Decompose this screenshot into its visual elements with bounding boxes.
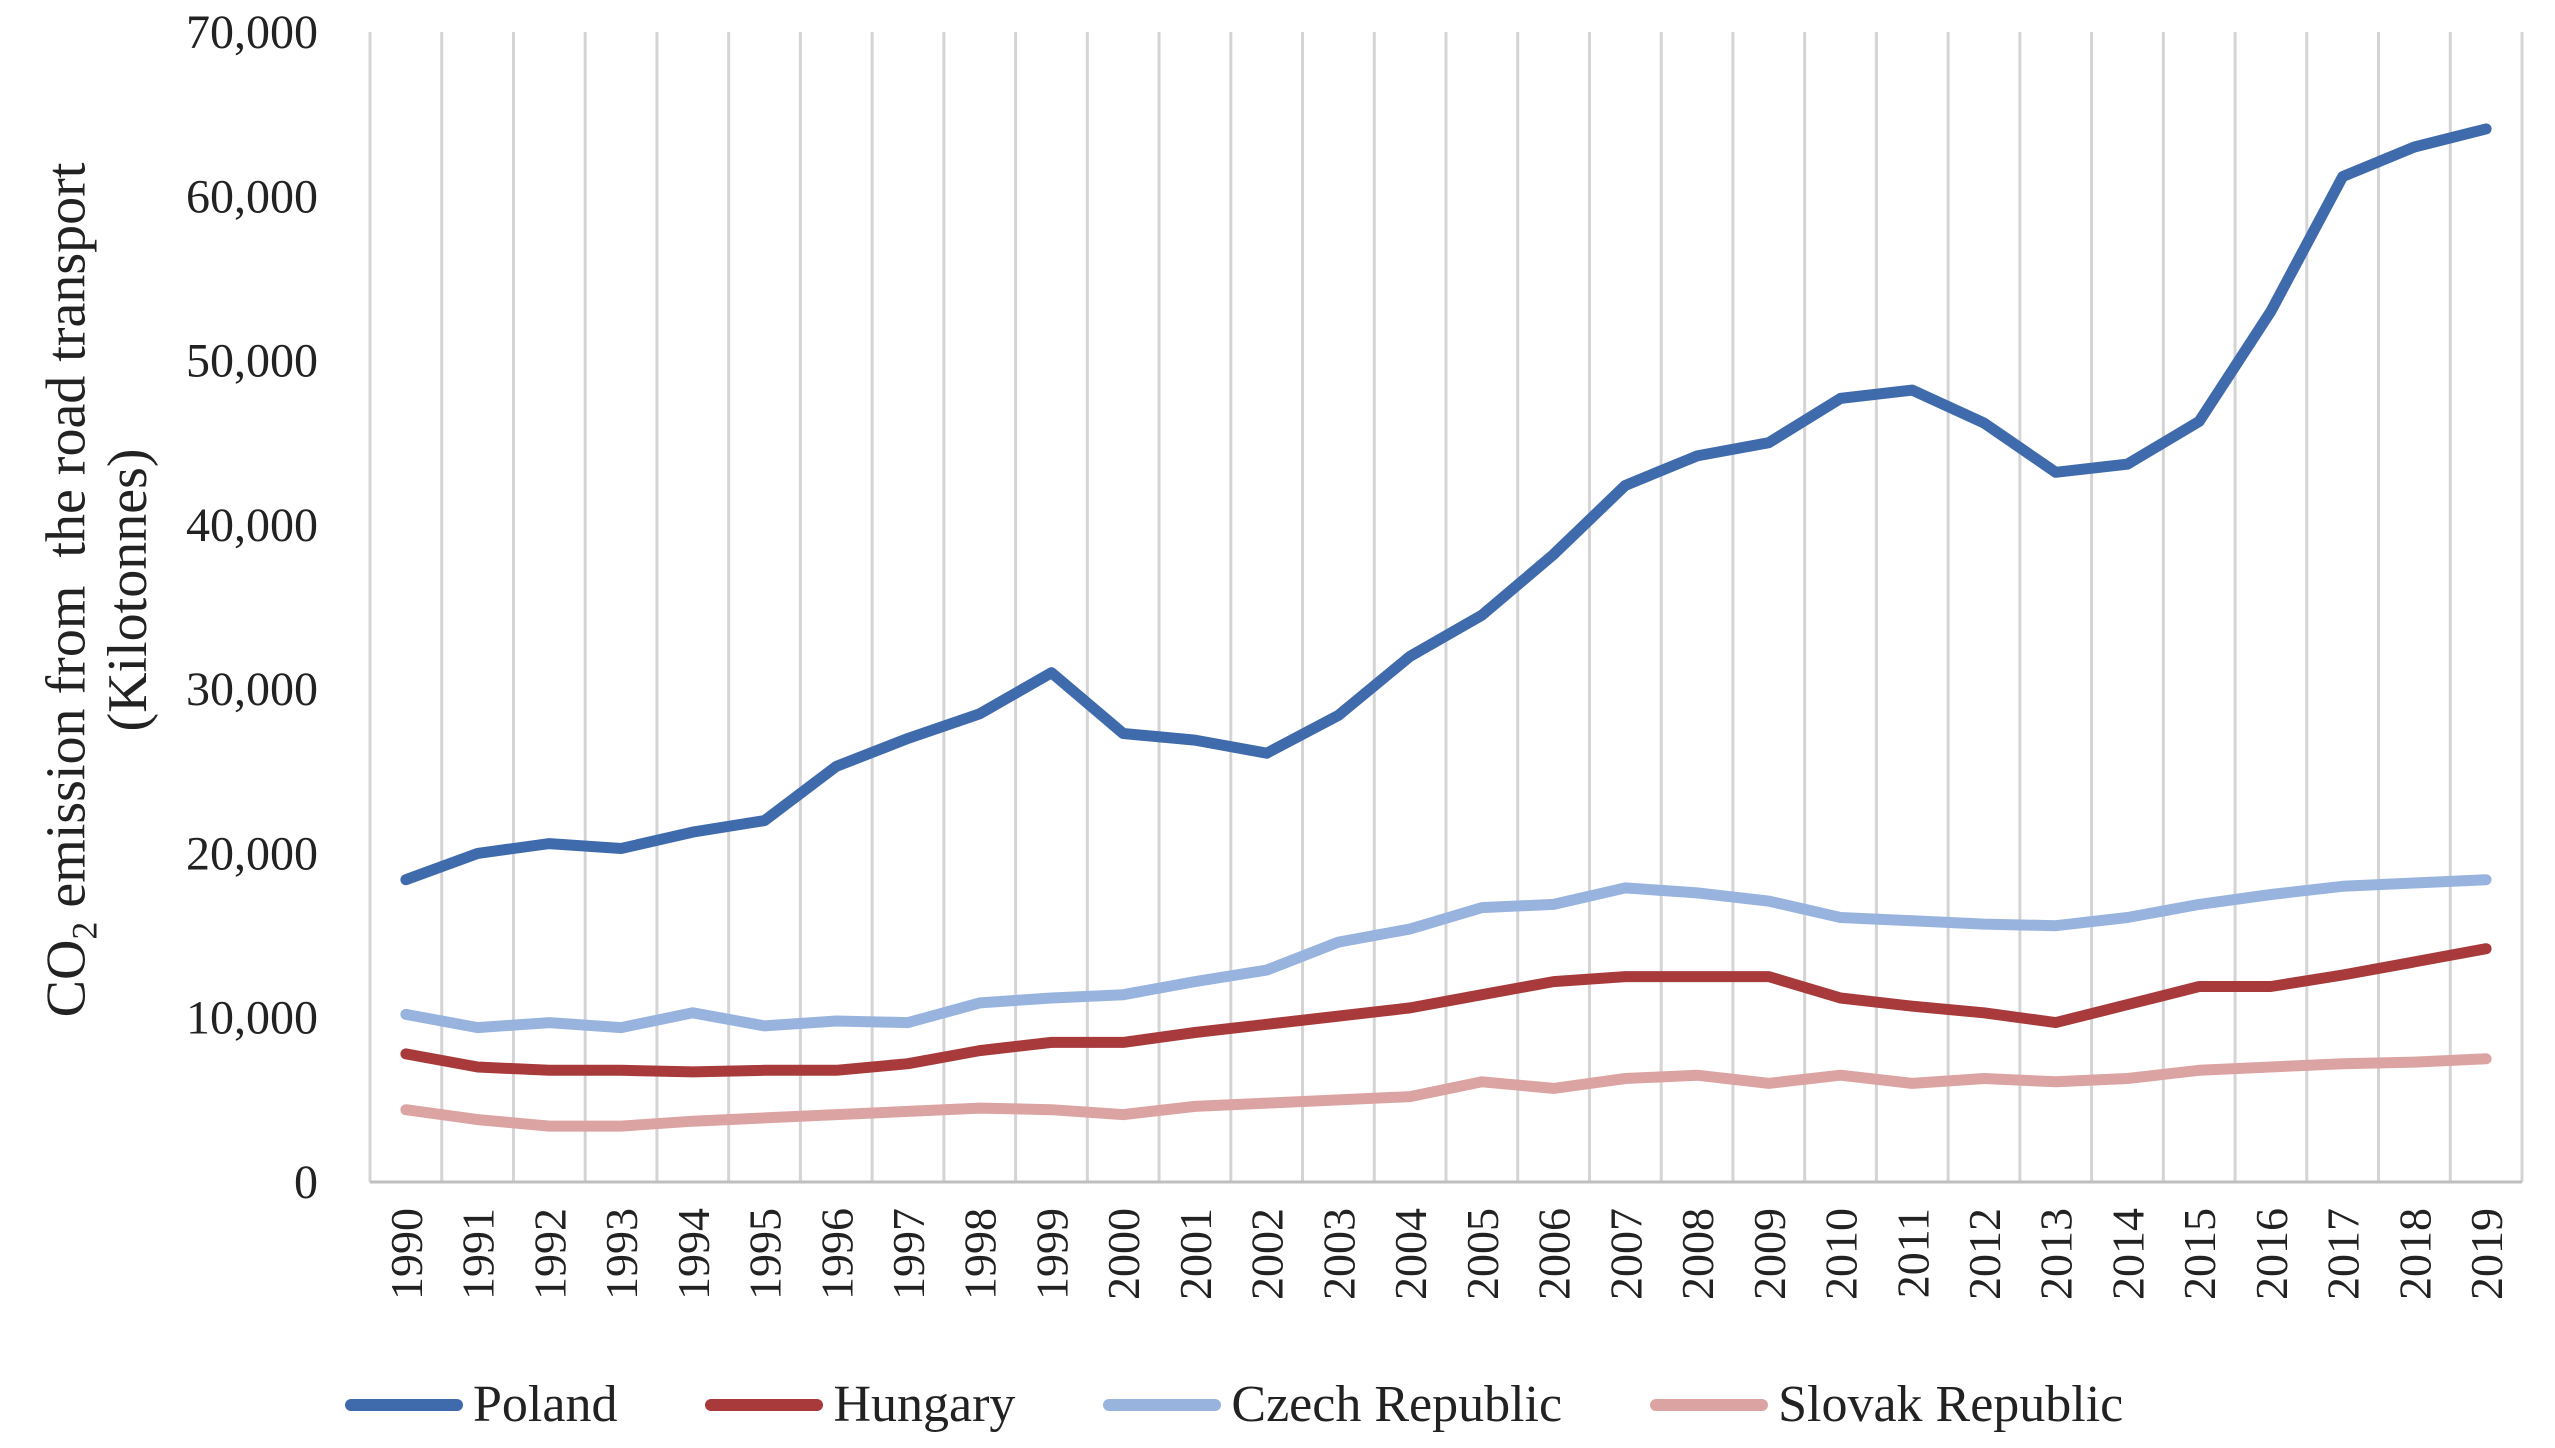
x-tick-label: 2015 [2174, 1208, 2225, 1300]
x-tick-label: 2005 [1457, 1208, 1508, 1300]
series-line-poland [400, 123, 2492, 886]
series-lines [400, 123, 2492, 1132]
x-tick-label: 2002 [1242, 1208, 1293, 1300]
legend-label-poland: Poland [473, 1376, 618, 1433]
legend-swatch-czech-republic [1103, 1399, 1222, 1411]
x-tick-label: 1995 [740, 1208, 791, 1300]
gridlines [368, 32, 2524, 1182]
y-tick-label: 70,000 [186, 6, 318, 59]
y-tick-labels: 0 10,000 20,000 30,000 40,000 50,000 60,000 70,… [186, 6, 318, 1209]
series-line-hungary [400, 943, 2492, 1078]
legend-label-hungary: Hungary [833, 1376, 1016, 1433]
legend: Poland Hungary Czech Republic Slovak Rep… [345, 1370, 2211, 1440]
legend-item-czech-republic: Czech Republic [1103, 1375, 1562, 1435]
y-tick-label: 30,000 [186, 663, 318, 716]
legend-item-hungary: Hungary [705, 1375, 1015, 1435]
x-tick-label: 2004 [1385, 1208, 1436, 1300]
x-tick-label: 1997 [883, 1208, 934, 1300]
x-tick-label: 2017 [2318, 1208, 2369, 1300]
x-tick-label: 2019 [2461, 1208, 2512, 1300]
x-tick-label: 2003 [1313, 1208, 1364, 1300]
legend-swatch-hungary [705, 1399, 824, 1411]
x-tick-label: 2007 [1600, 1208, 1651, 1300]
series-line-slovak-republic [400, 1053, 2492, 1132]
legend-label-slovak-republic: Slovak Republic [1778, 1376, 2124, 1433]
x-tick-label: 1991 [453, 1208, 504, 1300]
x-tick-label: 2006 [1529, 1208, 1580, 1300]
y-tick-label: 50,000 [186, 335, 318, 388]
legend-swatch-poland [345, 1399, 463, 1411]
x-tick-labels: 1990 1991 1992 1993 1994 1995 1996 1997 1998 1999… [381, 1208, 2512, 1300]
legend-label-czech-republic: Czech Republic [1231, 1376, 1563, 1433]
y-tick-label: 20,000 [186, 827, 318, 880]
y-tick-label: 10,000 [186, 992, 318, 1045]
x-tick-label: 2013 [2031, 1208, 2082, 1300]
x-tick-label: 2009 [1744, 1208, 1795, 1300]
x-tick-label: 2012 [1959, 1208, 2010, 1300]
y-tick-label: 40,000 [186, 499, 318, 552]
y-axis-title-line2: (Kilotonnes) [97, 448, 159, 732]
x-tick-label: 2000 [1098, 1208, 1149, 1300]
x-tick-label: 2011 [1887, 1208, 1938, 1298]
legend-swatch-slovak-republic [1650, 1399, 1769, 1411]
x-tick-label: 1992 [524, 1208, 575, 1300]
y-axis-title-line1: CO2 emission from the road transport [35, 162, 105, 1018]
x-tick-label: 1993 [596, 1208, 647, 1300]
x-tick-label: 2014 [2102, 1208, 2153, 1300]
x-tick-label: 2018 [2389, 1208, 2440, 1300]
x-tick-label: 2008 [1672, 1208, 1723, 1300]
x-tick-label: 1998 [955, 1208, 1006, 1300]
x-tick-label: 2001 [1170, 1208, 1221, 1300]
x-tick-label: 2010 [1816, 1208, 1867, 1300]
legend-item-poland: Poland [345, 1375, 617, 1435]
x-tick-label: 2016 [2246, 1208, 2297, 1300]
legend-item-slovak-republic: Slovak Republic [1650, 1375, 2123, 1435]
x-tick-label: 1990 [381, 1208, 432, 1300]
series-line-czech-republic [400, 874, 2492, 1034]
y-tick-label: 60,000 [186, 170, 318, 223]
x-tick-label: 1994 [668, 1208, 719, 1300]
x-tick-label: 1996 [811, 1208, 862, 1300]
y-tick-label: 0 [294, 1156, 318, 1209]
x-tick-label: 1999 [1026, 1208, 1077, 1300]
